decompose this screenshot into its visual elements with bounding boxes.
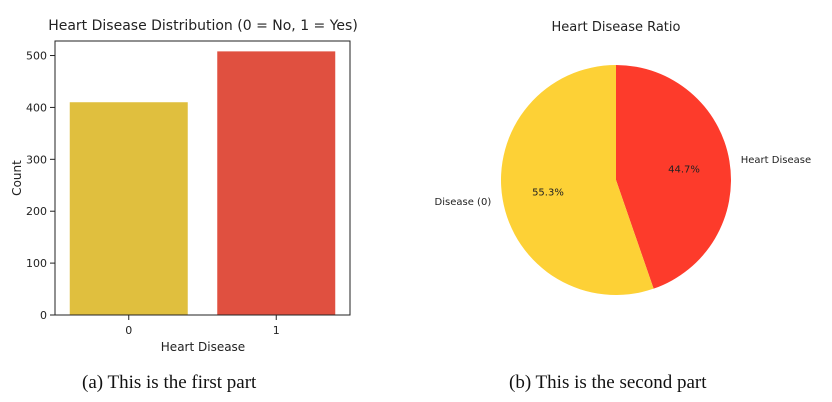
bar-1 (217, 51, 336, 316)
x-tick-label: 1 (273, 324, 280, 337)
y-tick-label: 400 (26, 101, 47, 114)
bar-chart: Heart Disease Distribution (0 = No, 1 = … (10, 18, 358, 354)
pie-percent-label: 44.7% (668, 165, 700, 176)
pie-slice-heart-disease (616, 65, 731, 289)
bar-plot-frame (54, 40, 351, 316)
y-tick-label: 500 (26, 50, 47, 63)
y-tick-label: 200 (26, 205, 47, 218)
pie-slice-label: Disease (0) (435, 197, 492, 208)
bar-marks (69, 51, 336, 316)
pie-marks: 44.7% Heart Disease 55.3% Disease (0) (435, 65, 811, 295)
y-axis-ticks: 0 100 200 300 400 500 (26, 50, 55, 322)
pie-percent-label: 55.3% (532, 187, 564, 198)
x-tick-label: 0 (125, 324, 132, 337)
y-tick-label: 0 (40, 309, 47, 322)
x-axis-label: Heart Disease (161, 340, 245, 354)
y-tick-label: 100 (26, 257, 47, 270)
pie-slice-disease-0 (500, 65, 654, 295)
pie-chart-title: Heart Disease Ratio (552, 20, 681, 35)
bar-chart-title: Heart Disease Distribution (0 = No, 1 = … (48, 18, 358, 34)
bar-0 (69, 102, 188, 315)
pie-slice-label: Heart Disease (741, 155, 811, 166)
caption-b: (b) This is the second part (509, 372, 707, 393)
caption-a: (a) This is the first part (82, 372, 257, 393)
y-tick-label: 300 (26, 153, 47, 166)
pie-chart: Heart Disease Ratio 44.7% Heart Disease 55… (435, 20, 811, 295)
y-axis-label: Count (10, 160, 24, 196)
